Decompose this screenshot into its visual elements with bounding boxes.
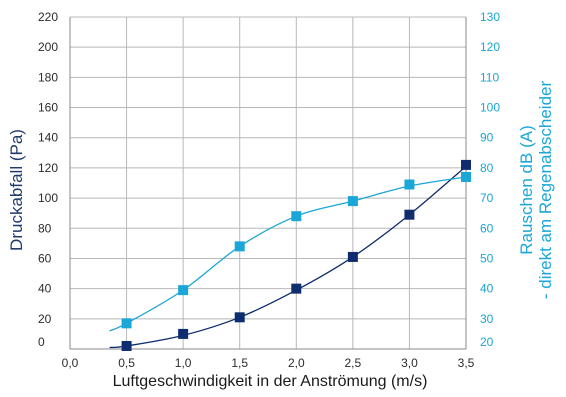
y-right-tick-label: 70 bbox=[480, 191, 494, 205]
x-tick-label: 0,0 bbox=[62, 356, 79, 370]
pressure-marker bbox=[121, 340, 132, 351]
y-left-tick-label: 20 bbox=[38, 312, 52, 326]
pressure-marker bbox=[291, 283, 302, 294]
noise-marker bbox=[347, 196, 358, 207]
y-right-ticks: 20 30 40 50 60 70 80 90 100 110 120 130 bbox=[480, 10, 500, 349]
series-layer bbox=[109, 159, 471, 351]
x-ticks: 0,0 0,5 1,0 1,5 2,0 2,5 3,0 3,5 bbox=[62, 356, 475, 370]
x-tick-label: 1,0 bbox=[175, 356, 192, 370]
y-right-tick-label: 20 bbox=[480, 335, 494, 349]
y-axis-right-label-line2: - direkt am Regenabscheider bbox=[536, 81, 555, 300]
pressure-marker bbox=[347, 251, 358, 262]
y-right-tick-label: 30 bbox=[480, 312, 494, 326]
x-axis-label: Luftgeschwindigkeit in der Anströmung (m… bbox=[113, 373, 428, 390]
y-right-tick-label: 130 bbox=[480, 10, 500, 24]
x-tick-label: 2,0 bbox=[288, 356, 305, 370]
pressure-marker bbox=[234, 312, 245, 323]
y-right-tick-label: 60 bbox=[480, 221, 494, 235]
pressure-curve bbox=[109, 165, 467, 349]
y-right-tick-label: 110 bbox=[480, 70, 499, 84]
y-left-tick-label: 60 bbox=[38, 251, 52, 265]
y-left-tick-label: 160 bbox=[38, 101, 58, 115]
noise-marker bbox=[291, 211, 302, 222]
pressure-marker bbox=[461, 159, 471, 170]
y-left-tick-label: 80 bbox=[38, 221, 52, 235]
y-left-tick-label: 180 bbox=[38, 70, 58, 84]
pressure-marker bbox=[404, 209, 415, 220]
noise-marker bbox=[178, 285, 189, 296]
noise-marker bbox=[404, 179, 415, 190]
x-tick-label: 3,0 bbox=[401, 356, 418, 370]
x-tick-label: 2,5 bbox=[345, 356, 362, 370]
y-right-tick-label: 120 bbox=[480, 40, 500, 54]
y-right-tick-label: 50 bbox=[480, 251, 494, 265]
noise-marker bbox=[234, 241, 245, 252]
y-axis-right-label-line1: Rauschen dB (A) bbox=[517, 125, 536, 254]
noise-marker bbox=[121, 318, 132, 329]
axes bbox=[69, 16, 467, 350]
y-right-tick-label: 90 bbox=[480, 131, 494, 145]
y-right-tick-label: 100 bbox=[480, 101, 500, 115]
x-tick-label: 1,5 bbox=[231, 356, 248, 370]
y-left-tick-label: 200 bbox=[38, 40, 58, 54]
y-left-tick-label: 40 bbox=[38, 282, 52, 296]
y-left-ticks: 0 20 40 60 80 100 120 140 160 180 200 220 bbox=[38, 10, 58, 349]
y-left-tick-label: 120 bbox=[38, 161, 58, 175]
y-left-tick-label: 0 bbox=[38, 335, 45, 349]
y-right-tick-label: 80 bbox=[480, 161, 494, 175]
y-left-tick-label: 220 bbox=[38, 10, 58, 24]
y-left-tick-label: 100 bbox=[38, 191, 58, 205]
x-tick-label: 0,5 bbox=[118, 356, 135, 370]
y-axis-left-label: Druckabfall (Pa) bbox=[7, 129, 26, 251]
noise-marker bbox=[461, 171, 471, 182]
y-right-tick-label: 40 bbox=[480, 282, 494, 296]
noise-curve bbox=[109, 176, 467, 332]
x-tick-label: 3,5 bbox=[458, 356, 475, 370]
y-left-tick-label: 140 bbox=[38, 131, 58, 145]
pressure-marker bbox=[178, 328, 189, 339]
